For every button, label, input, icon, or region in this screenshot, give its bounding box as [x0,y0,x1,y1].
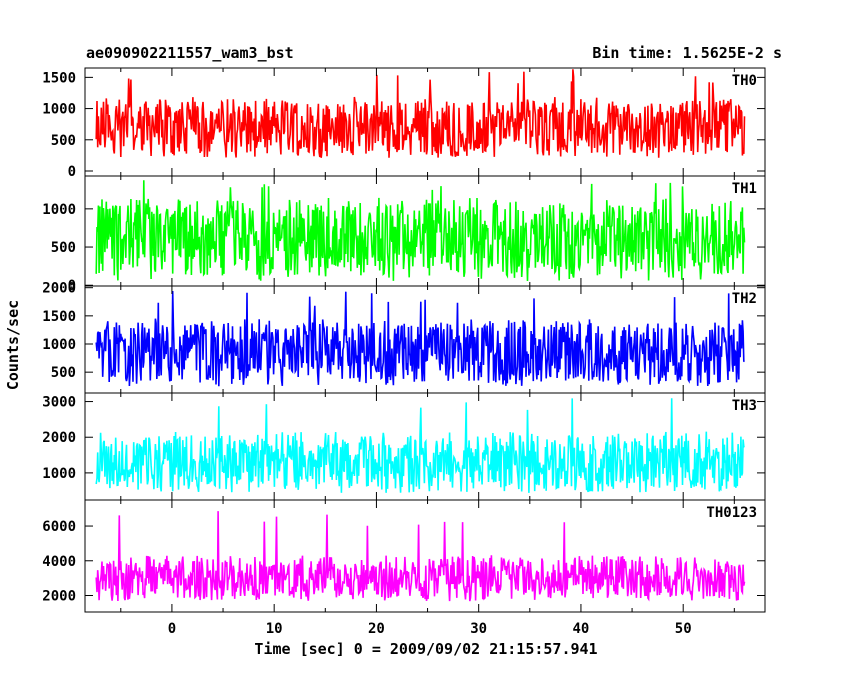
x-tick-label: 10 [266,621,283,637]
y-tick-label-th0123: 4000 [42,554,76,570]
y-axis-label: Counts/sec [4,299,22,391]
panel-label-th1: TH1 [732,181,757,197]
y-tick-label-th2: 500 [51,365,76,381]
series-line-th0123 [95,511,746,602]
y-tick-label-th0: 0 [68,164,76,180]
x-tick-label: 20 [368,621,385,637]
series-line-th1 [95,180,746,282]
y-tick-label-th3: 3000 [42,395,76,411]
panel-label-th2: TH2 [732,291,757,307]
y-tick-label-th1: 1000 [42,202,76,218]
series-line-th0 [95,69,746,158]
y-tick-label-th2: 2000 [42,281,76,297]
y-tick-label-th2: 1500 [42,309,76,325]
y-tick-label-th2: 1000 [42,337,76,353]
series-line-th3 [95,398,745,493]
x-axis-label: Time [sec] 0 = 2009/09/02 21:15:57.941 [254,640,598,658]
y-tick-label-th0: 1000 [42,102,76,118]
y-tick-label-th3: 2000 [42,430,76,446]
y-tick-label-th3: 1000 [42,466,76,482]
x-tick-label: 0 [168,621,176,637]
panel-label-th0123: TH0123 [706,505,757,521]
bin-time-label: Bin time: 1.5625E-2 s [592,44,782,62]
x-tick-label: 50 [675,621,692,637]
panel-label-th0: TH0 [732,73,757,89]
y-tick-label-th1: 500 [51,240,76,256]
y-tick-label-th0: 500 [51,133,76,149]
x-tick-label: 40 [573,621,590,637]
y-tick-label-th0: 1500 [42,70,76,86]
panel-frame-th0123 [84,499,766,613]
y-tick-label-th0123: 2000 [42,589,76,605]
chart-title: ae090902211557_wam3_bst [86,44,294,62]
y-tick-label-th1: 0 [68,278,76,294]
series-line-th2 [95,290,745,387]
panel-label-th3: TH3 [732,398,757,414]
y-tick-label-th0123: 6000 [42,519,76,535]
x-tick-label: 30 [470,621,487,637]
